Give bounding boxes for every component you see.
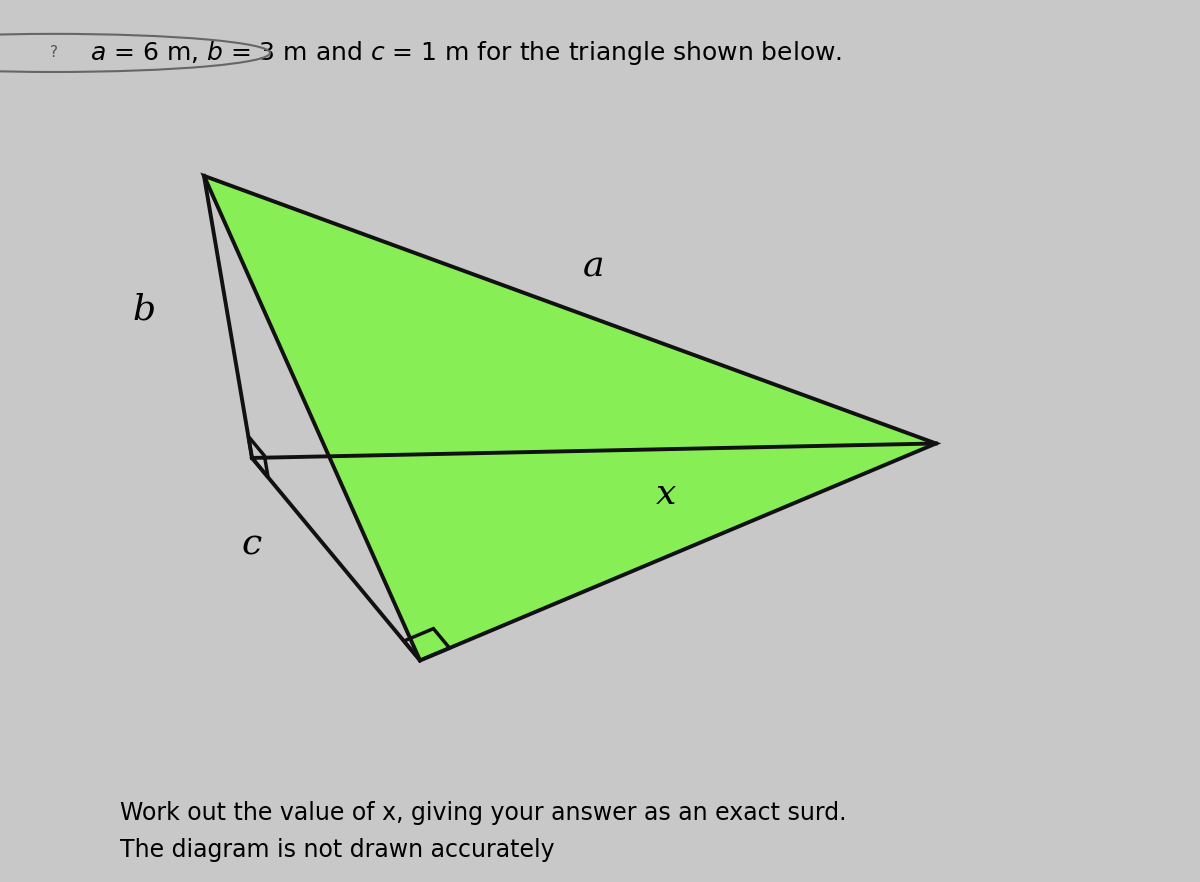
- Polygon shape: [204, 176, 936, 661]
- Text: a: a: [583, 250, 605, 283]
- Text: x: x: [656, 477, 676, 511]
- Text: c: c: [242, 527, 262, 562]
- Text: The diagram is not drawn accurately: The diagram is not drawn accurately: [120, 838, 554, 863]
- Text: $a$ = 6 m, $b$ = 3 m and $c$ = 1 m for the triangle shown below.: $a$ = 6 m, $b$ = 3 m and $c$ = 1 m for t…: [90, 39, 842, 67]
- Text: b: b: [132, 293, 156, 326]
- Text: Work out the value of x, giving your answer as an exact surd.: Work out the value of x, giving your ans…: [120, 801, 846, 826]
- Text: ?: ?: [50, 45, 58, 61]
